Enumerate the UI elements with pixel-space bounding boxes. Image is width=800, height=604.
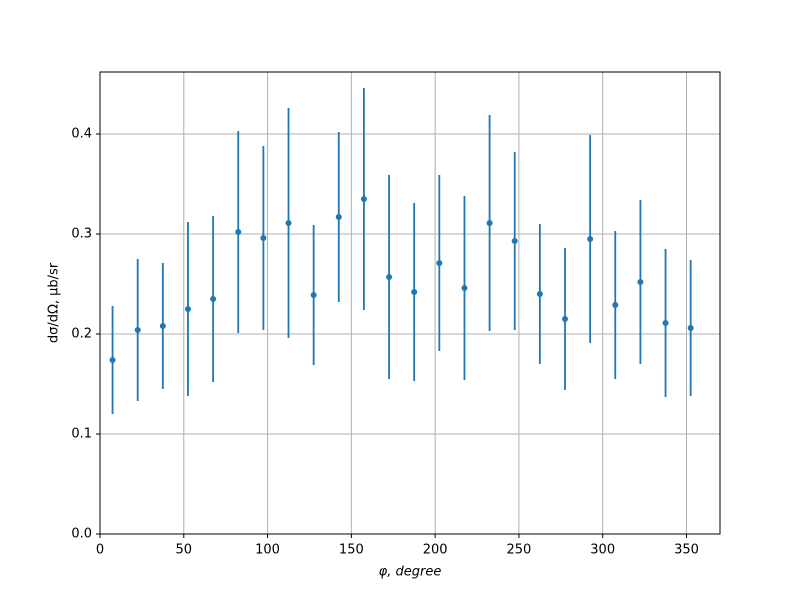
y-tick-label: 0.2 (71, 327, 92, 342)
y-tick-label: 0.4 (71, 127, 92, 142)
data-point (536, 291, 543, 297)
data-point (134, 327, 141, 333)
data-point (612, 302, 619, 308)
data-point (511, 238, 518, 244)
data-point (210, 296, 217, 302)
x-tick-label: 300 (590, 543, 615, 558)
data-point (335, 214, 342, 220)
y-tick-label: 0.0 (71, 527, 92, 542)
data-point (260, 235, 267, 241)
data-point (386, 274, 393, 280)
data-point (360, 196, 367, 202)
data-point (662, 320, 669, 326)
y-tick-label: 0.3 (71, 227, 92, 242)
x-tick-label: 200 (423, 543, 448, 558)
x-tick-label: 350 (674, 543, 699, 558)
data-point (637, 279, 644, 285)
data-point (159, 323, 166, 329)
data-point (562, 316, 568, 322)
data-point (461, 285, 468, 291)
data-point (687, 325, 694, 331)
x-axis-label: φ, degree (379, 565, 442, 580)
data-point (184, 306, 191, 312)
plot-frame (99, 71, 721, 535)
data-point (285, 220, 292, 226)
x-tick-label: 100 (255, 543, 280, 558)
data-point (436, 260, 443, 266)
y-tick-label: 0.1 (71, 427, 92, 442)
x-tick-label: 250 (507, 543, 532, 558)
x-tick-label: 0 (96, 543, 104, 558)
data-point (109, 357, 116, 363)
x-tick-label: 50 (176, 543, 193, 558)
data-point (235, 229, 242, 235)
data-point (310, 292, 317, 298)
x-tick-label: 150 (339, 543, 364, 558)
data-point (486, 220, 493, 226)
y-axis-label: dσ/dΩ, μb/sr (47, 262, 62, 343)
data-point (411, 289, 418, 295)
data-point (587, 236, 594, 242)
